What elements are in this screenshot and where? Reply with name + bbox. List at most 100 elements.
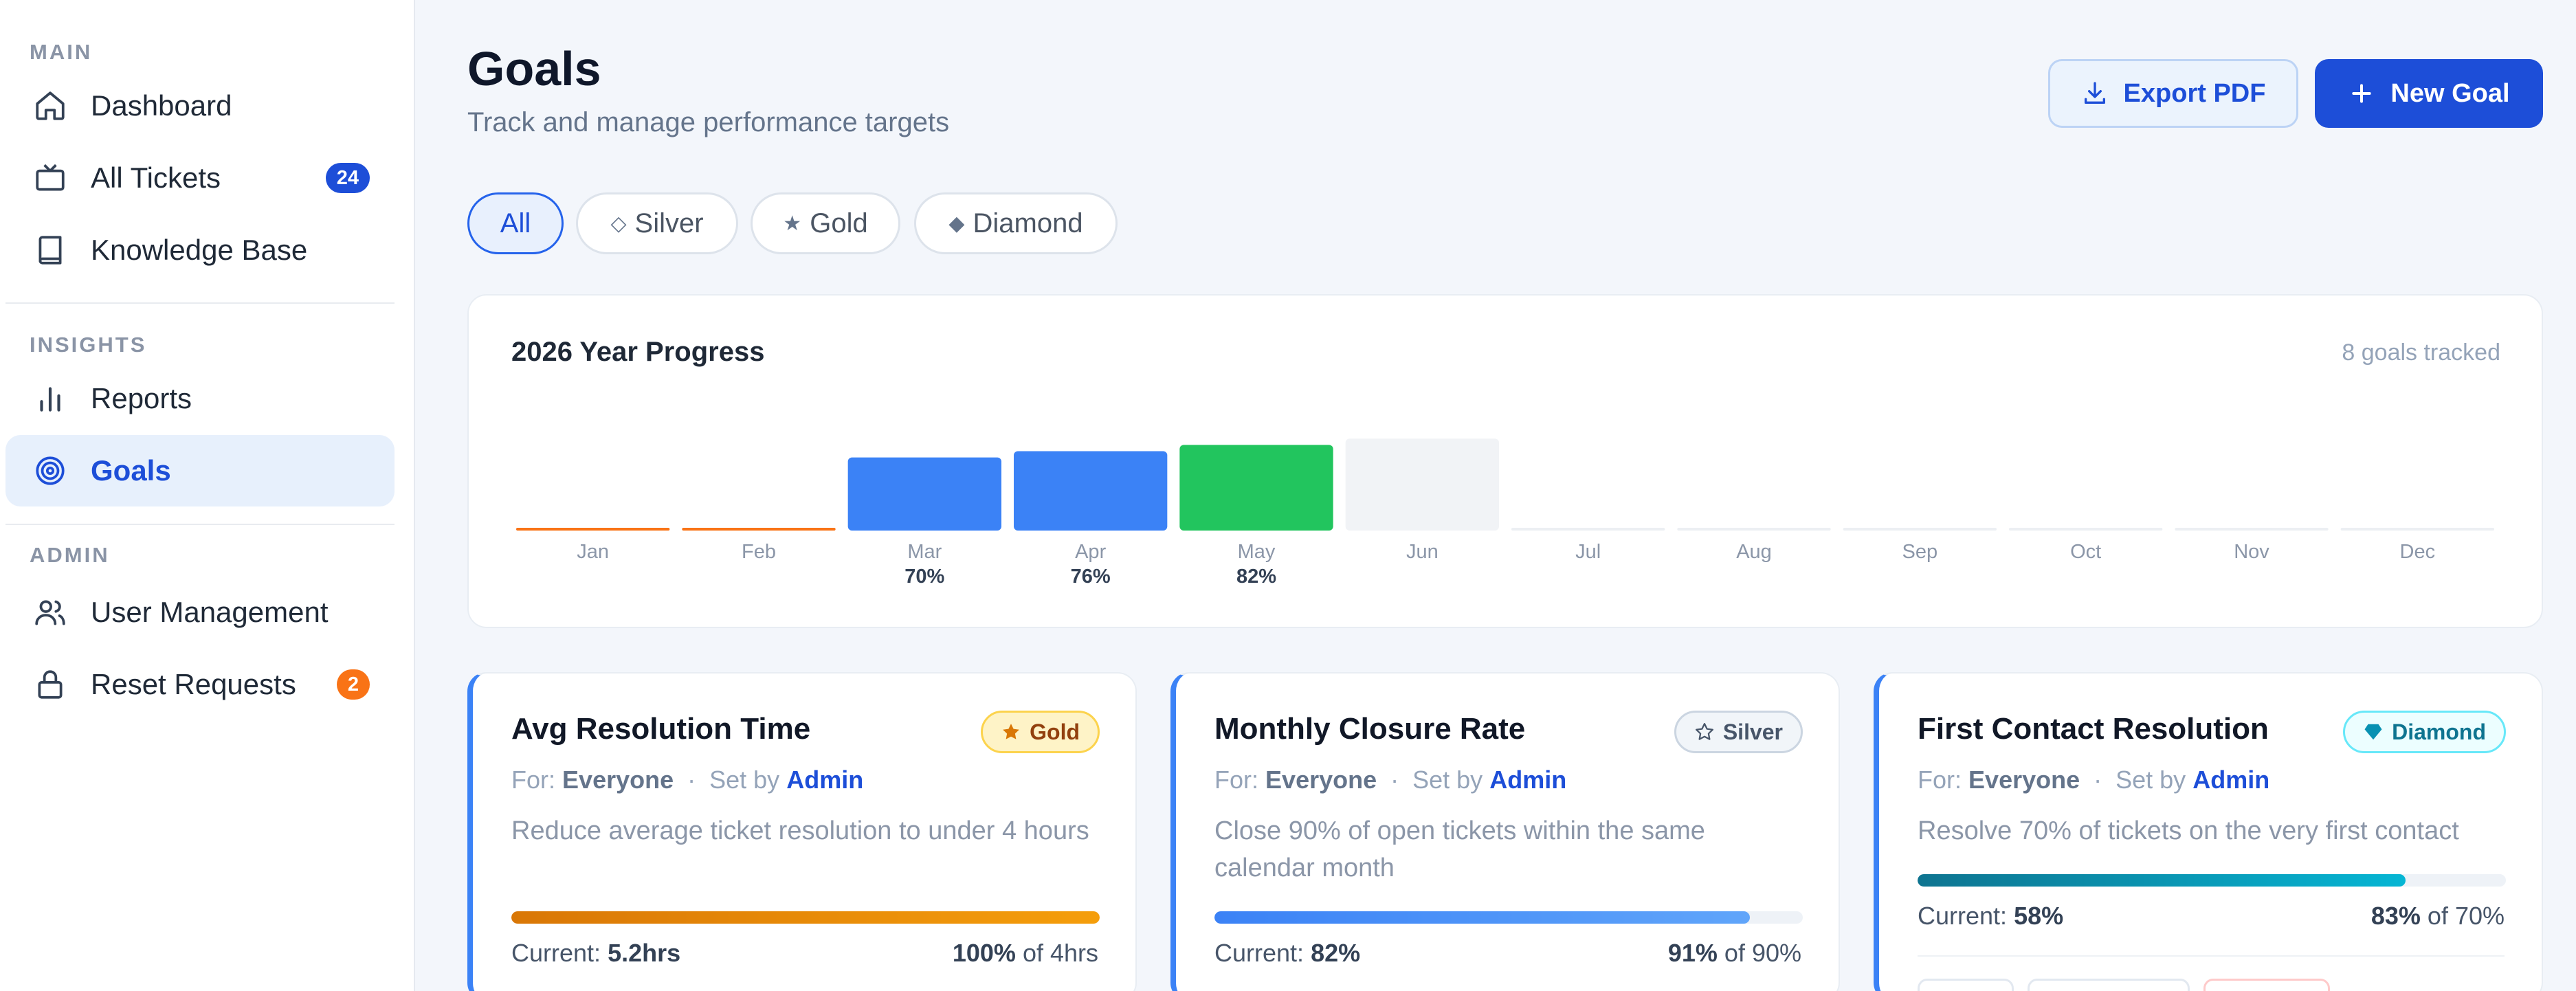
tick-label-jan: Jan — [577, 541, 609, 563]
goal-title: First Contact Resolution — [1918, 712, 2269, 746]
section-label-insights: INSIGHTS — [30, 333, 147, 357]
download-icon — [2084, 82, 2105, 104]
tick-label-feb: Feb — [742, 541, 776, 563]
bar-may — [1179, 445, 1333, 531]
export-pdf-label: Export PDF — [2123, 78, 2266, 108]
goal-current: Current: 5.2hrs — [511, 939, 681, 967]
diamond-outline-icon: ◇ — [610, 212, 627, 235]
data-label-may: 82% — [1236, 566, 1276, 588]
goal-meta: For: Everyone · Set by Admin — [1918, 766, 2270, 794]
bar-apr — [1014, 451, 1168, 531]
goal-percent-value: 83% — [2370, 902, 2421, 930]
sidebar-item-all-tickets[interactable]: All Tickets 24 — [5, 142, 395, 214]
tick-label-apr: Apr — [1075, 541, 1106, 563]
bar-feb — [682, 528, 836, 531]
book-icon — [32, 232, 69, 269]
tick-label-jul: Jul — [1575, 541, 1601, 563]
section-label-main: MAIN — [30, 40, 93, 64]
goal-action-chip[interactable] — [2028, 979, 2190, 991]
goal-progress-track — [1214, 911, 1803, 924]
star-icon: ★ — [783, 212, 802, 235]
filter-chip-label: All — [500, 208, 531, 238]
filter-chip-gold[interactable]: ★ Gold — [751, 192, 900, 254]
section-label-admin: ADMIN — [30, 543, 110, 567]
filter-chip-label: Gold — [810, 208, 868, 238]
sidebar-item-user-management[interactable]: User Management — [5, 577, 395, 648]
bar-chart-icon — [32, 380, 69, 417]
goals-tracked-count: 8 goals tracked — [2342, 339, 2500, 366]
tier-badge-silver: Silver — [1674, 711, 1803, 753]
tier-badge-label: Diamond — [2392, 719, 2486, 744]
tick-label-aug: Aug — [1736, 541, 1772, 563]
sidebar-item-reports[interactable]: Reports — [5, 363, 395, 434]
goal-set-by-link[interactable]: Admin — [2192, 766, 2270, 794]
sidebar-item-label: User Management — [91, 596, 329, 628]
filter-chip-silver[interactable]: ◇ Silver — [576, 192, 738, 254]
goal-action-chip[interactable] — [1918, 979, 2014, 991]
diamond-icon — [2364, 724, 2382, 740]
year-progress-chart: Jan Feb Mar 70% Apr 76% May 82% Jun Jul Aug Sep Oct N… — [516, 438, 2494, 588]
goal-delete-chip[interactable] — [2203, 979, 2330, 991]
goal-current: Current: 58% — [1918, 902, 2064, 930]
goal-set-by-link[interactable]: Admin — [1489, 766, 1567, 794]
page-subtitle: Track and manage performance targets — [467, 107, 950, 137]
sidebar-item-label: Reports — [91, 382, 192, 414]
filter-chip-all[interactable]: All — [467, 192, 564, 254]
tick-label-nov: Nov — [2234, 541, 2269, 563]
filter-chip-label: Silver — [634, 208, 704, 238]
goal-percent-value: 100% — [952, 939, 1016, 967]
new-goal-label: New Goal — [2390, 78, 2510, 108]
goal-card-divider — [1918, 955, 2505, 957]
sidebar-item-knowledge-base[interactable]: Knowledge Base — [5, 214, 395, 286]
goal-current-value: 5.2hrs — [608, 939, 681, 967]
new-goal-button[interactable]: New Goal — [2315, 59, 2543, 128]
sidebar-item-label: Dashboard — [91, 89, 232, 122]
goal-set-by-link[interactable]: Admin — [786, 766, 864, 794]
lock-icon — [32, 666, 69, 703]
tick-label-may: May — [1238, 541, 1276, 563]
sidebar-item-reset-requests[interactable]: Reset Requests 2 — [5, 649, 395, 720]
bar-aug — [1677, 528, 1831, 531]
bar-nov — [2175, 528, 2329, 531]
goal-current-value: 82% — [1311, 939, 1361, 967]
tick-label-sep: Sep — [1902, 541, 1938, 563]
goal-progress-fill — [511, 911, 1100, 924]
goal-percent: 100% of 4hrs — [952, 939, 1098, 967]
data-label-apr: 76% — [1071, 566, 1111, 588]
sidebar-item-label: Goals — [91, 454, 171, 487]
filter-chip-diamond[interactable]: ◆ Diamond — [914, 192, 1118, 254]
bar-jul — [1511, 528, 1665, 531]
sidebar: MAIN Dashboard All Tickets 24 Knowledge … — [0, 0, 415, 991]
target-icon — [32, 452, 69, 489]
tick-label-jun: Jun — [1406, 541, 1439, 563]
tier-badge-label: Gold — [1030, 719, 1080, 744]
tier-badge-label: Silver — [1722, 719, 1783, 744]
data-label-mar: 70% — [904, 566, 944, 588]
sidebar-item-goals[interactable]: Goals — [5, 435, 395, 506]
goal-description: Resolve 70% of tickets on the very first… — [1918, 816, 2459, 845]
year-progress-title: 2026 Year Progress — [511, 337, 765, 367]
goal-description: Reduce average ticket resolution to unde… — [511, 816, 1089, 845]
home-icon — [32, 87, 69, 124]
ticket-icon — [32, 159, 69, 197]
sidebar-item-label: Reset Requests — [91, 668, 296, 700]
goal-progress-track — [511, 911, 1100, 924]
goal-current: Current: 82% — [1214, 939, 1361, 967]
tier-badge-gold: Gold — [981, 711, 1100, 753]
tier-badge-diamond: Diamond — [2343, 711, 2506, 753]
goal-card-avg-resolution[interactable]: Avg Resolution Time Gold For: Everyone ·… — [467, 672, 1137, 991]
goal-title: Avg Resolution Time — [511, 712, 811, 746]
goal-for-value: Everyone — [1265, 766, 1377, 794]
goal-card-first-contact[interactable]: First Contact Resolution Diamond For: Ev… — [1874, 672, 2543, 991]
goal-progress-track — [1918, 874, 2506, 887]
goal-card-monthly-closure[interactable]: Monthly Closure Rate Silver For: Everyon… — [1170, 672, 1840, 991]
goal-meta: For: Everyone · Set by Admin — [1214, 766, 1567, 794]
goal-percent-value: 91% — [1667, 939, 1718, 967]
sidebar-divider — [5, 524, 395, 525]
sidebar-item-dashboard[interactable]: Dashboard — [5, 70, 395, 142]
reset-count-badge: 2 — [336, 669, 370, 700]
tick-label-dec: Dec — [2400, 541, 2436, 563]
export-pdf-button[interactable]: Export PDF — [2048, 59, 2298, 128]
bar-oct — [2009, 528, 2163, 531]
goal-progress-fill — [1918, 874, 2406, 887]
